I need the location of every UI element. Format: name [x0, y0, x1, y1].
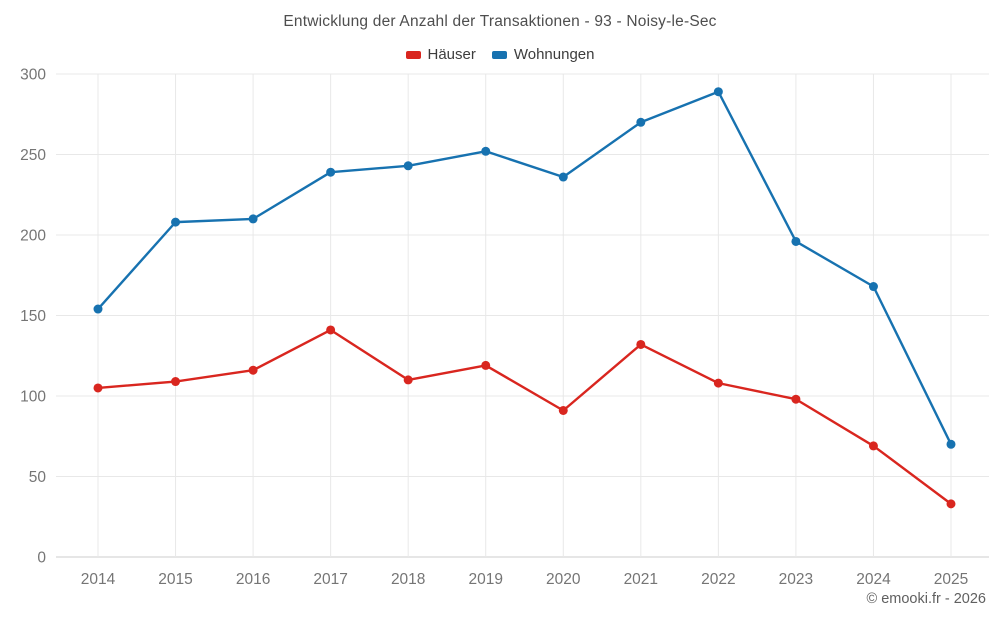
x-tick-label: 2016: [236, 571, 270, 588]
data-point: [558, 172, 568, 182]
y-tick-label: 150: [20, 308, 46, 325]
x-tick-label: 2017: [313, 571, 347, 588]
x-tick-label: 2014: [81, 571, 116, 588]
series-wohnungen: [93, 87, 956, 449]
data-point: [481, 360, 491, 370]
x-tick-label: 2025: [934, 571, 968, 588]
legend-label-wohnungen: Wohnungen: [513, 46, 595, 63]
y-tick-labels: 0 50 100 150 200 250 300: [20, 67, 46, 567]
data-point: [636, 339, 646, 349]
data-point: [248, 365, 258, 375]
data-point: [946, 499, 956, 509]
y-tick-label: 100: [20, 389, 46, 406]
x-tick-label: 2022: [701, 571, 735, 588]
data-point: [171, 377, 181, 387]
x-tick-label: 2020: [546, 571, 581, 588]
series-häuser: [93, 325, 956, 509]
x-gridlines: [97, 74, 952, 557]
data-point: [403, 161, 413, 171]
data-point: [868, 282, 878, 292]
y-tick-label: 300: [20, 67, 46, 84]
data-point: [403, 375, 413, 385]
chart-title: Entwicklung der Anzahl der Transaktionen…: [283, 13, 717, 30]
x-tick-label: 2015: [158, 571, 192, 588]
y-tick-label: 200: [20, 228, 46, 245]
data-point: [713, 87, 723, 97]
legend-item-wohnungen[interactable]: Wohnungen: [491, 46, 595, 63]
y-tick-label: 0: [37, 550, 46, 567]
data-point: [868, 441, 878, 451]
y-tick-label: 50: [29, 469, 47, 486]
chart-legend: Häuser Wohnungen: [0, 46, 1000, 63]
data-point: [946, 439, 956, 449]
data-point: [558, 405, 568, 415]
x-tick-labels: 2014 2015 2016 2017 2018 2019 2020 2021 2022 2023…: [81, 571, 968, 588]
y-tick-label: 250: [20, 147, 46, 164]
x-tick-label: 2023: [779, 571, 813, 588]
data-point: [636, 117, 646, 127]
data-point: [713, 378, 723, 388]
series-line: [96, 328, 953, 506]
data-point: [326, 325, 336, 335]
data-point: [791, 394, 801, 404]
series-line: [96, 90, 953, 446]
copyright-credit: © emooki.fr - 2026: [866, 591, 986, 607]
x-tick-label: 2024: [856, 571, 891, 588]
data-point: [93, 304, 103, 314]
x-tick-label: 2021: [624, 571, 658, 588]
haeuser-series-marker-icon: [405, 50, 421, 59]
data-point: [326, 167, 336, 177]
x-tick-label: 2019: [468, 571, 502, 588]
y-gridlines: [56, 73, 989, 558]
wohnungen-series-marker-icon: [491, 50, 507, 59]
data-point: [481, 146, 491, 156]
data-point: [248, 214, 258, 224]
x-tick-label: 2018: [391, 571, 425, 588]
legend-label-haeuser: Häuser: [427, 46, 476, 63]
legend-item-haeuser[interactable]: Häuser: [405, 46, 476, 63]
data-point: [791, 236, 801, 246]
data-point: [93, 383, 103, 393]
data-point: [171, 217, 181, 227]
